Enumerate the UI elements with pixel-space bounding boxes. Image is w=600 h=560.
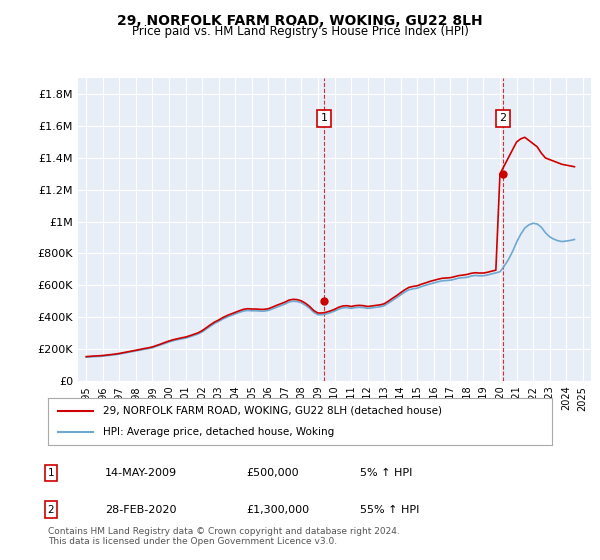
Text: 1: 1 (47, 468, 55, 478)
Text: 29, NORFOLK FARM ROAD, WOKING, GU22 8LH (detached house): 29, NORFOLK FARM ROAD, WOKING, GU22 8LH … (103, 406, 442, 416)
Text: Contains HM Land Registry data © Crown copyright and database right 2024.
This d: Contains HM Land Registry data © Crown c… (48, 526, 400, 546)
Text: 1: 1 (320, 113, 328, 123)
Text: £1,300,000: £1,300,000 (246, 505, 309, 515)
Text: 5% ↑ HPI: 5% ↑ HPI (360, 468, 412, 478)
Text: 28-FEB-2020: 28-FEB-2020 (105, 505, 176, 515)
Text: 2: 2 (499, 113, 506, 123)
Text: 29, NORFOLK FARM ROAD, WOKING, GU22 8LH: 29, NORFOLK FARM ROAD, WOKING, GU22 8LH (117, 14, 483, 28)
Text: £500,000: £500,000 (246, 468, 299, 478)
Text: 55% ↑ HPI: 55% ↑ HPI (360, 505, 419, 515)
Text: Price paid vs. HM Land Registry's House Price Index (HPI): Price paid vs. HM Land Registry's House … (131, 25, 469, 38)
Text: HPI: Average price, detached house, Woking: HPI: Average price, detached house, Woki… (103, 427, 335, 437)
Text: 2: 2 (47, 505, 55, 515)
Text: 14-MAY-2009: 14-MAY-2009 (105, 468, 177, 478)
